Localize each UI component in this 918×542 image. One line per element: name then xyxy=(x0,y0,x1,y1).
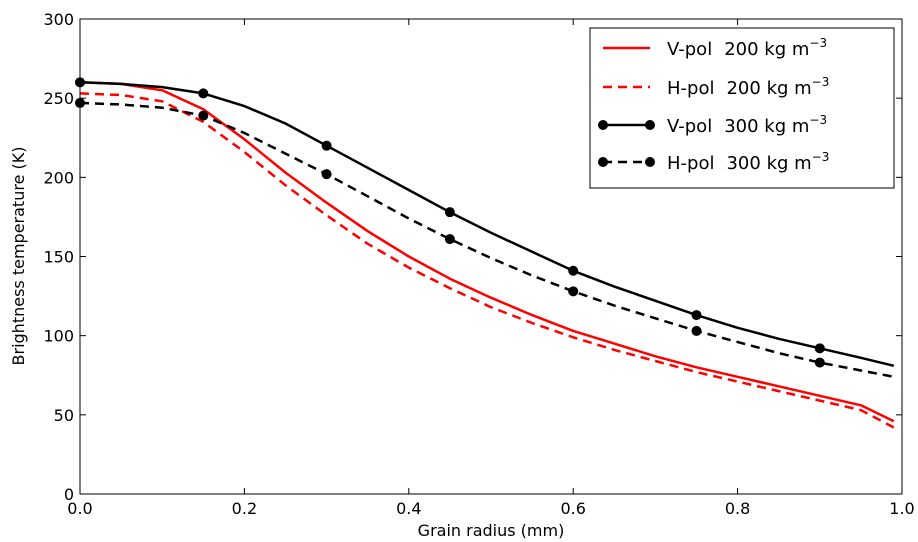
x-tick-label: 0.4 xyxy=(396,499,421,518)
legend-marker xyxy=(645,120,655,130)
series-line-3 xyxy=(79,101,895,379)
x-tick-label: 1.0 xyxy=(889,499,914,518)
legend-marker xyxy=(645,157,655,167)
legend-label-1: H-pol 200 kg m−3 xyxy=(667,75,829,99)
series-2-point xyxy=(444,207,455,218)
x-tick-label: 0.6 xyxy=(560,499,585,518)
series-line-2 xyxy=(79,81,895,368)
legend-marker xyxy=(598,157,608,167)
series-line-0 xyxy=(79,81,895,423)
series-2-point xyxy=(568,265,579,276)
x-tick-label: 0.2 xyxy=(232,499,257,518)
series-layer xyxy=(75,77,895,429)
x-tick-label: 0.0 xyxy=(67,499,92,518)
series-3-point xyxy=(568,286,579,297)
y-tick-label: 50 xyxy=(54,406,74,425)
legend-label-0: V-pol 200 kg m−3 xyxy=(667,36,827,60)
y-tick-label: 250 xyxy=(43,89,74,108)
series-2-point xyxy=(691,310,702,321)
y-tick-label: 200 xyxy=(43,168,74,187)
series-3-point xyxy=(321,169,332,180)
y-tick-label: 100 xyxy=(43,327,74,346)
legend-label-2: V-pol 300 kg m−3 xyxy=(667,113,827,137)
legend: V-pol 200 kg m−3 H-pol 200 kg m−3 V-pol 300 k… xyxy=(589,27,895,189)
series-3-point xyxy=(444,234,455,245)
series-3-point xyxy=(198,110,209,121)
series-2-point xyxy=(814,343,825,354)
x-axis-label: Grain radius (mm) xyxy=(418,521,565,540)
tick-layer: 0.0 0.2 0.4 0.6 0.8 1.0 0 50 100 150 200 250 300 xyxy=(43,10,914,518)
y-tick-label: 300 xyxy=(43,10,74,29)
plot-frame xyxy=(79,18,903,495)
series-2-point xyxy=(321,140,332,151)
y-tick-label: 0 xyxy=(64,485,74,504)
series-3-point xyxy=(814,357,825,368)
x-tick-label: 0.8 xyxy=(725,499,750,518)
legend-marker xyxy=(598,120,608,130)
y-axis-label: Brightness temperature (K) xyxy=(9,147,28,366)
y-tick-label: 150 xyxy=(43,248,74,267)
series-line-1 xyxy=(79,92,895,429)
series-2-point xyxy=(198,88,209,99)
legend-label-3: H-pol 300 kg m−3 xyxy=(667,150,829,174)
series-3-point xyxy=(691,325,702,336)
